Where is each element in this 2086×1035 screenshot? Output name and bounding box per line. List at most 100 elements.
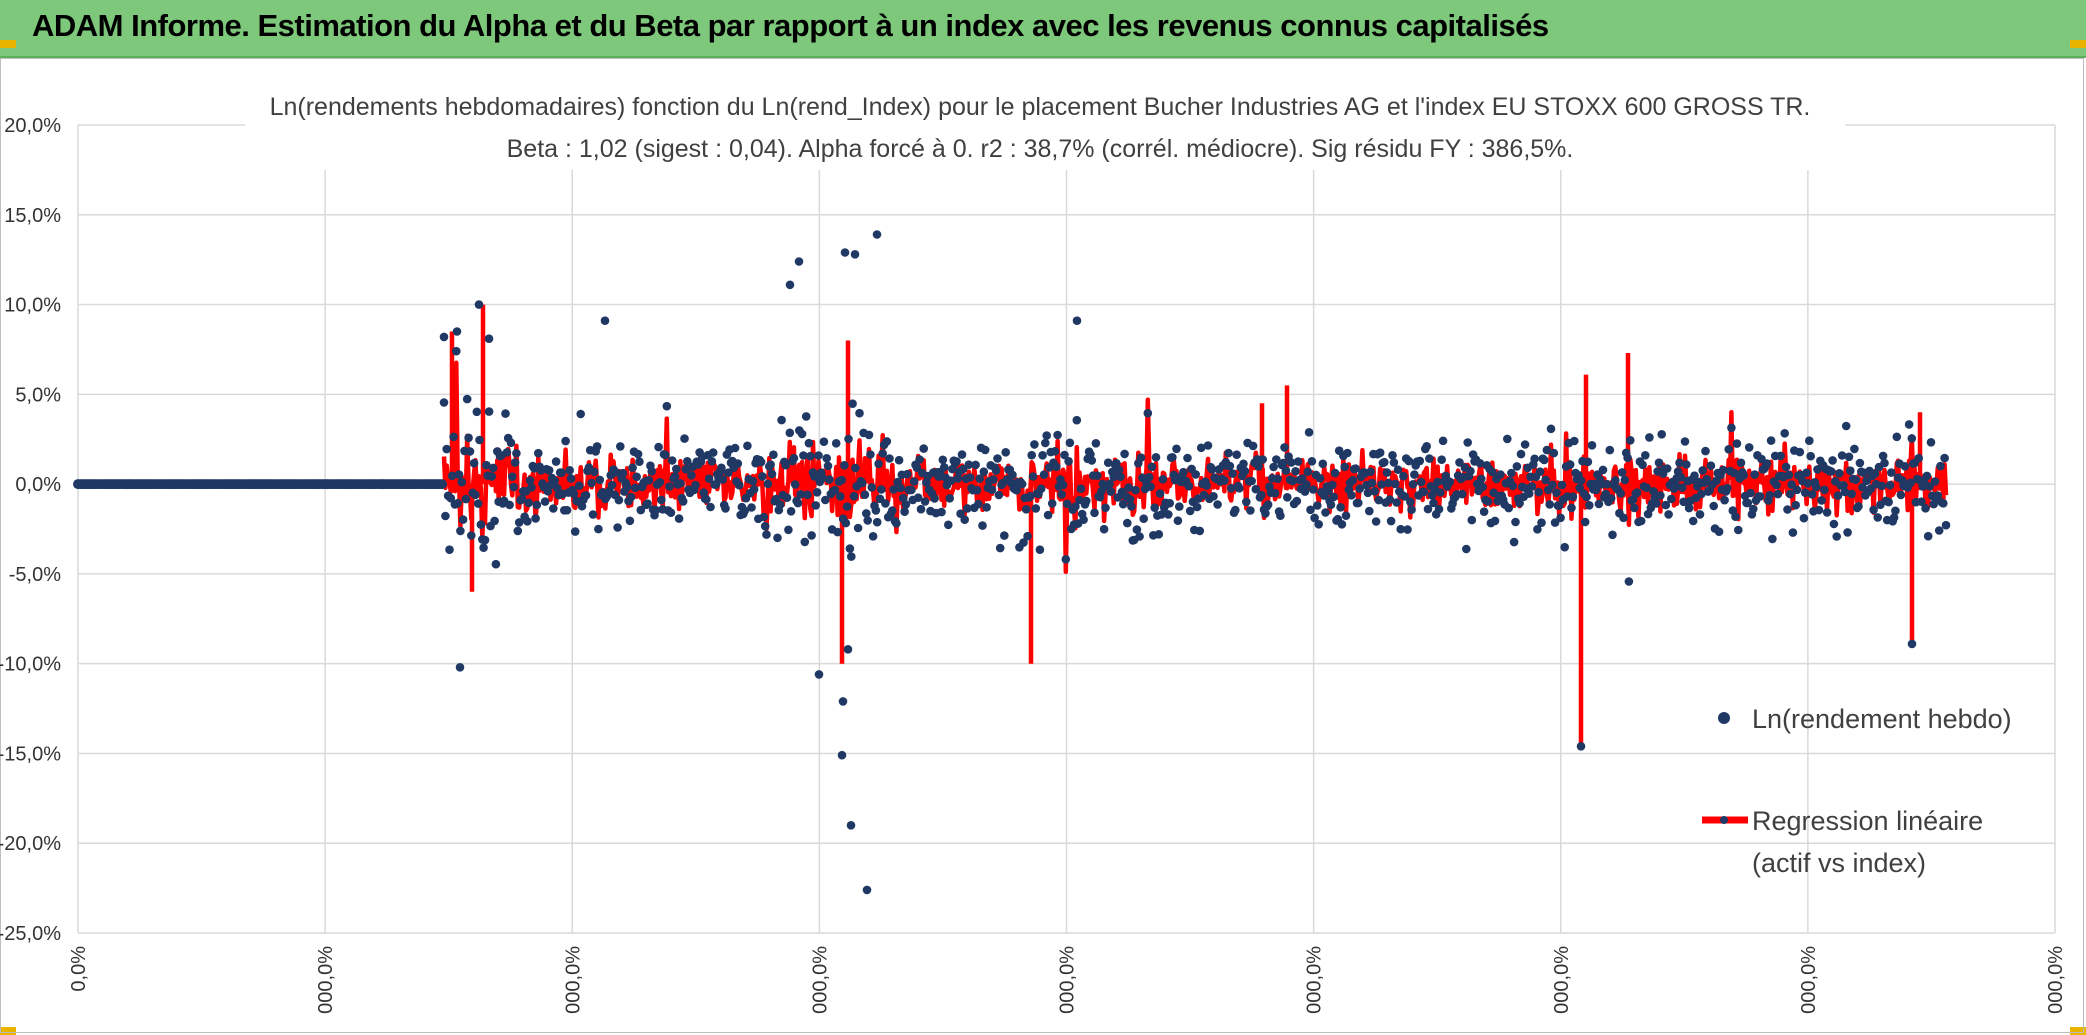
report-banner: ADAM Informe. Estimation du Alpha et du …: [0, 0, 2086, 58]
data-point: [1642, 483, 1651, 493]
data-point: [796, 490, 805, 499]
data-point: [1150, 503, 1159, 512]
data-point: [945, 494, 954, 503]
data-point: [1475, 459, 1485, 468]
data-point: [1146, 482, 1155, 492]
x-tick-label: 000,0%: [1057, 946, 1079, 1014]
data-point: [781, 460, 790, 470]
data-point: [464, 433, 473, 443]
y-tick-label: 0,0%: [15, 474, 61, 496]
data-point: [1407, 505, 1416, 514]
data-point: [841, 518, 851, 528]
data-point: [1419, 487, 1429, 497]
data-point: [1714, 527, 1724, 536]
x-tick-label: 0,0%: [68, 946, 90, 992]
data-point: [1697, 489, 1706, 499]
data-point: [1220, 476, 1229, 485]
data-point: [1326, 500, 1336, 510]
data-point: [532, 500, 542, 510]
data-point: [866, 450, 875, 459]
x-tick-label: 000,0%: [562, 946, 584, 1014]
data-point: [844, 434, 853, 444]
data-point: [681, 465, 691, 474]
data-point: [501, 409, 510, 418]
data-point: [760, 521, 770, 531]
data-point: [456, 526, 465, 536]
data-point: [575, 481, 584, 491]
data-point: [1768, 534, 1777, 544]
data-point: [1936, 461, 1945, 471]
data-point: [676, 479, 685, 488]
data-point: [1934, 526, 1944, 535]
data-point: [1844, 452, 1854, 462]
data-point: [1388, 451, 1397, 460]
data-point: [665, 482, 674, 491]
data-point: [453, 498, 463, 508]
data-point: [1291, 467, 1300, 476]
data-point: [1941, 520, 1951, 530]
data-point: [1496, 470, 1505, 479]
corner-marker-bottom-left: [0, 1027, 16, 1035]
data-point: [790, 480, 800, 489]
chart-frame: [0, 58, 2084, 1033]
data-point: [1354, 498, 1363, 508]
corner-marker-right: [2070, 40, 2086, 48]
data-point: [1099, 524, 1109, 534]
data-point: [462, 394, 472, 404]
data-point: [989, 475, 998, 484]
data-point: [863, 516, 872, 525]
x-tick-label: 000,0%: [809, 946, 831, 1014]
data-point: [473, 499, 483, 508]
data-point: [896, 483, 905, 493]
data-point: [465, 447, 475, 456]
data-point: [1788, 528, 1798, 537]
data-point: [1557, 480, 1567, 490]
data-point: [1240, 466, 1250, 476]
data-point: [1143, 408, 1153, 418]
data-point: [1839, 481, 1848, 490]
data-point: [987, 485, 997, 495]
data-point: [1136, 453, 1146, 463]
data-point: [1632, 488, 1642, 497]
data-point: [786, 507, 796, 516]
data-point: [922, 478, 931, 487]
data-point: [952, 457, 961, 466]
scatter-series: [73, 230, 1951, 895]
data-point: [811, 501, 820, 510]
data-point: [1870, 469, 1880, 479]
data-point: [449, 432, 458, 442]
data-point: [1645, 433, 1654, 442]
data-point: [1120, 449, 1129, 459]
data-point: [1144, 473, 1154, 482]
data-point: [680, 434, 689, 443]
y-axis-ticks: 20,0% 15,0% 10,0% 5,0% 0,0% -5,0% -10,0% -15,0%…: [0, 115, 61, 945]
data-point: [1374, 495, 1384, 505]
data-point: [600, 316, 610, 326]
data-point: [1594, 499, 1604, 509]
data-point: [1638, 460, 1647, 470]
data-point: [1434, 504, 1444, 514]
data-point: [818, 473, 827, 483]
data-point: [704, 474, 714, 484]
data-point: [636, 505, 646, 515]
data-point: [1052, 462, 1061, 472]
data-point: [524, 498, 533, 508]
data-point: [1508, 481, 1518, 491]
data-point: [1542, 445, 1552, 455]
data-point: [1203, 441, 1213, 450]
data-point: [1179, 467, 1188, 477]
data-point: [1367, 478, 1377, 488]
data-point: [1576, 742, 1586, 751]
data-point: [1869, 505, 1878, 515]
data-point: [1257, 490, 1266, 500]
data-point: [1158, 475, 1168, 484]
y-tick-label: -25,0%: [0, 923, 61, 945]
corner-marker-left: [0, 40, 16, 48]
report-title: ADAM Informe. Estimation du Alpha et du …: [32, 8, 1549, 43]
data-point: [1288, 476, 1297, 486]
data-point: [490, 516, 499, 526]
data-point: [452, 327, 462, 336]
data-point: [683, 457, 692, 466]
data-point: [1457, 489, 1467, 499]
data-point: [1549, 448, 1559, 458]
